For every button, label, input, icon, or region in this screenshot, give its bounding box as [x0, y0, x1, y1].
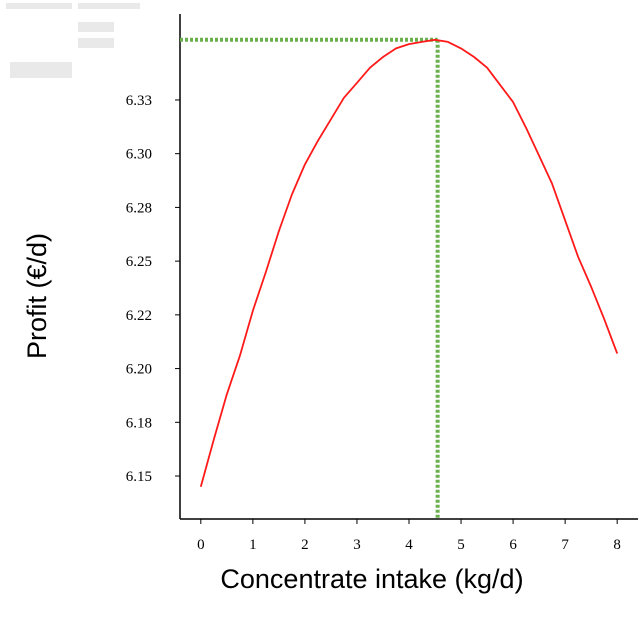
y-axis-title: Profit (€/d) [22, 233, 52, 359]
x-tick-label: 6 [509, 537, 517, 553]
plot-area: 6.15 6.18 6.20 6.22 6.25 6.28 6.30 6.33 0 1 2 3 4 5 6 7… [126, 14, 638, 553]
y-tick-label: 6.28 [126, 200, 152, 216]
y-tick-label: 6.22 [126, 308, 152, 324]
y-tick-label: 6.20 [126, 362, 152, 378]
y-tick-label: 6.18 [126, 415, 152, 431]
y-tick-label: 6.30 [126, 147, 152, 163]
x-tick-label: 1 [249, 537, 257, 553]
x-tick-label: 5 [457, 537, 465, 553]
x-tick-label: 3 [353, 537, 361, 553]
y-tick-label: 6.25 [126, 254, 152, 270]
x-tick-label: 8 [613, 537, 621, 553]
x-tick-label: 7 [561, 537, 569, 553]
x-tick-label: 0 [197, 537, 205, 553]
x-tick-label: 2 [301, 537, 309, 553]
y-tick-label: 6.33 [126, 93, 152, 109]
scan-artifacts [6, 3, 140, 78]
y-tick-label: 6.15 [126, 469, 152, 485]
profit-curve-line [199, 38, 619, 488]
x-axis-title: Concentrate intake (kg/d) [220, 564, 523, 594]
x-tick-label: 4 [405, 537, 413, 553]
